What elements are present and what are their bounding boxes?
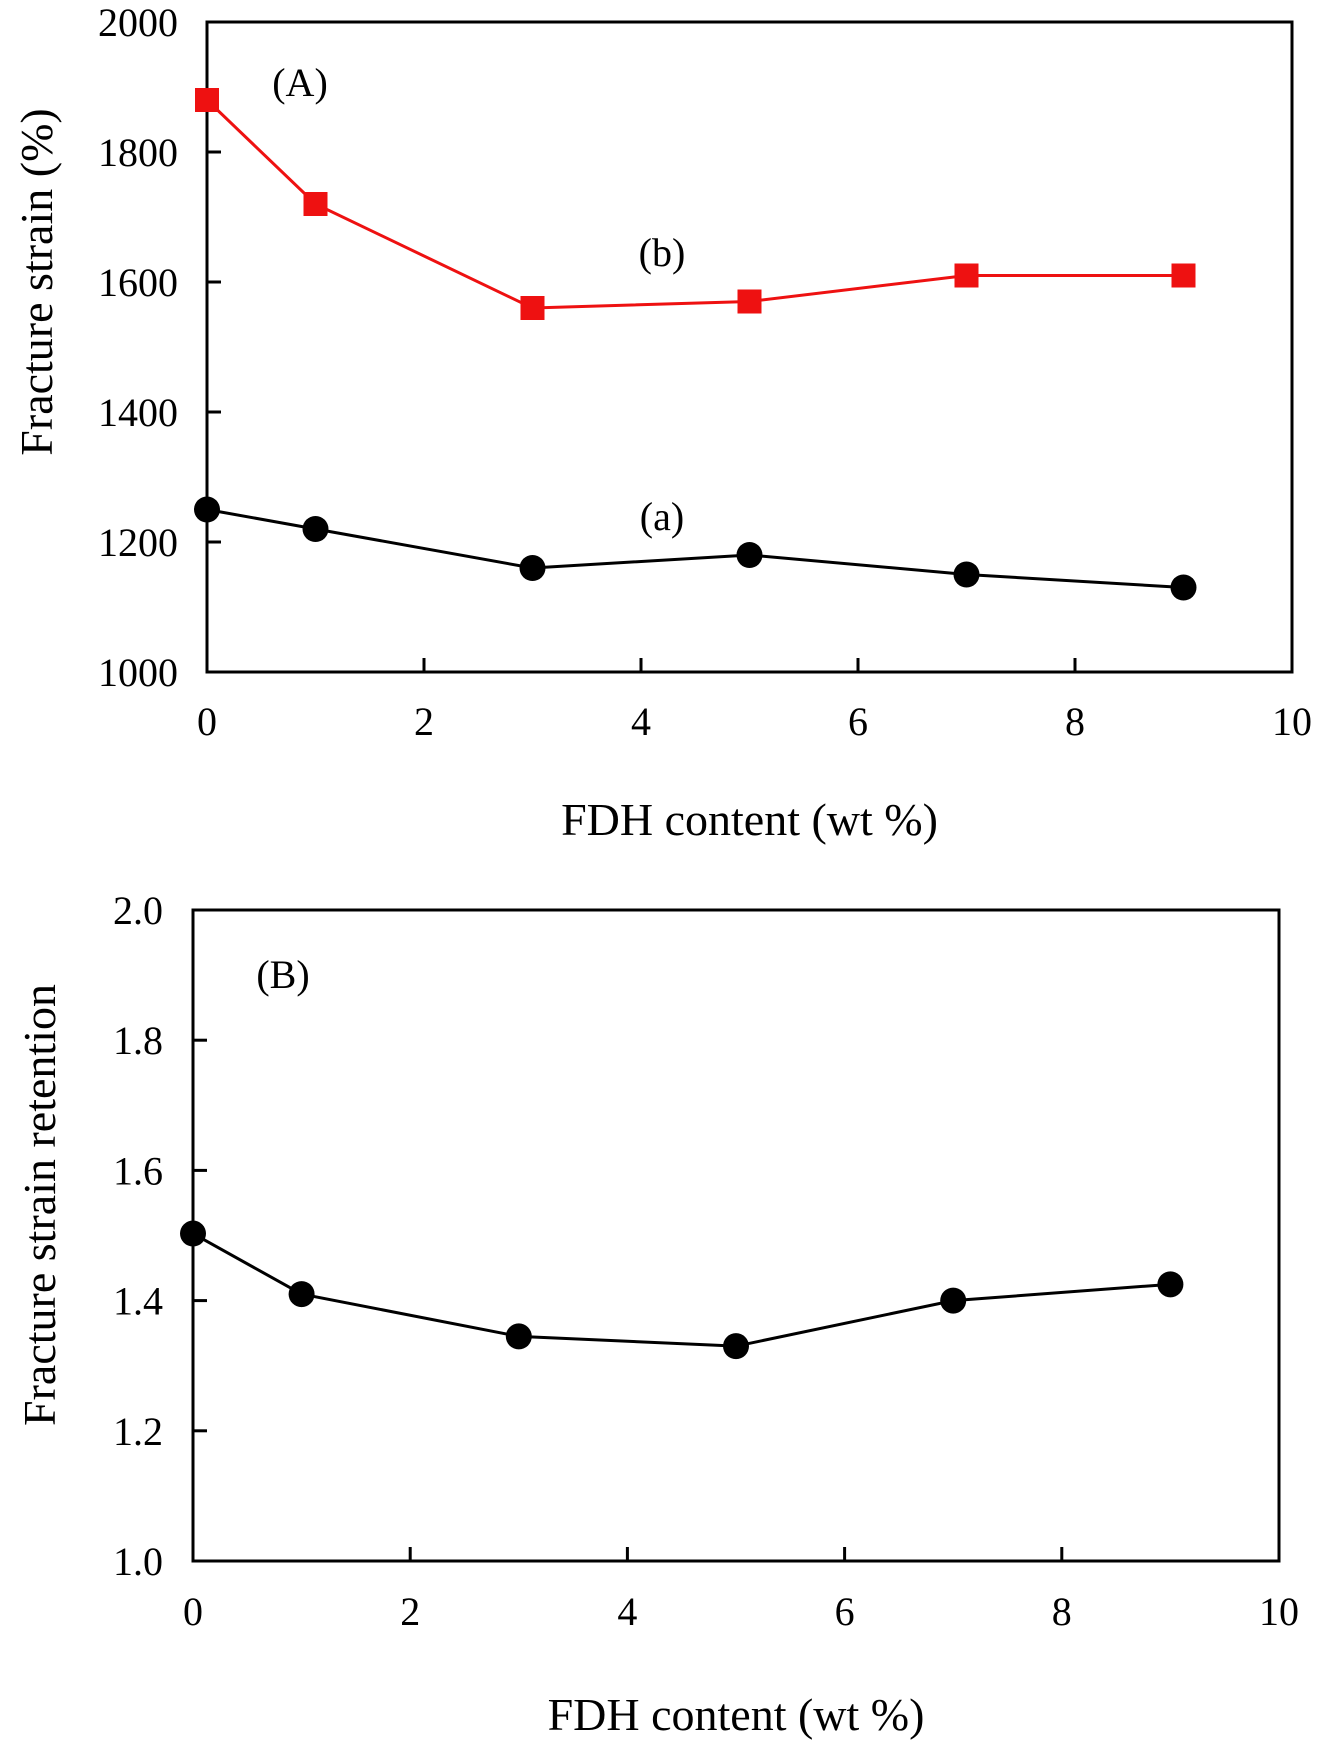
- series-label: (a): [640, 494, 684, 539]
- y-tick-label: 1.4: [113, 1279, 163, 1324]
- series-1: [180, 1220, 1184, 1360]
- chart-panel-b: 0 2 4 6 8 10 1.0 1.2 1.4 1.6 1.8 2.0 FDH content (wt…: [14, 888, 1299, 1740]
- y-tick-label: 1.2: [113, 1409, 163, 1454]
- data-point-square: [954, 263, 979, 288]
- series-line: [206, 508, 1184, 589]
- data-point-circle: [194, 496, 220, 523]
- x-tick-label: 8: [1065, 699, 1085, 744]
- x-tick-label: 8: [1052, 1589, 1072, 1634]
- x-tick-label: 4: [631, 699, 651, 744]
- y-tick-label: 2000: [98, 0, 178, 45]
- x-tick-label: 0: [183, 1589, 203, 1634]
- plot-frame: [205, 20, 1294, 674]
- series-line: [192, 1232, 1171, 1348]
- x-axis-title: FDH content (wt %): [561, 794, 938, 845]
- data-point-square: [195, 88, 219, 112]
- plot-frame: [191, 908, 1281, 1563]
- data-point-square: [737, 289, 762, 314]
- y-axis-title: Fracture strain retention: [14, 984, 65, 1426]
- data-point-circle: [940, 1287, 967, 1314]
- series-label: (b): [639, 230, 686, 275]
- data-point-circle: [505, 1323, 532, 1350]
- chart-panel-a: 0 2 4 6 8 10 1000 1200 1400 1600 1800 2000 FDH conte…: [11, 0, 1312, 845]
- data-point-square: [520, 296, 545, 320]
- x-tick-label: 6: [848, 699, 868, 744]
- data-point-circle: [302, 516, 329, 542]
- data-point-square: [303, 192, 328, 216]
- x-tick-label: 10: [1259, 1589, 1299, 1634]
- data-point-circle: [723, 1333, 749, 1360]
- panel-label: (A): [272, 60, 328, 105]
- series-a: (a): [194, 494, 1197, 601]
- data-point-circle: [953, 561, 980, 588]
- x-tick-label: 10: [1272, 699, 1312, 744]
- x-axis-title: FDH content (wt %): [548, 1689, 925, 1740]
- y-tick-label: 1000: [98, 650, 178, 695]
- y-tick-label: 1600: [98, 260, 178, 305]
- data-point-circle: [1170, 574, 1197, 601]
- data-point-circle: [519, 555, 546, 581]
- panel-label: (B): [256, 952, 309, 997]
- data-point-circle: [1157, 1271, 1184, 1298]
- data-point-circle: [180, 1220, 206, 1247]
- y-axis-title: Fracture strain (%): [11, 108, 62, 455]
- x-tick-label: 6: [835, 1589, 855, 1634]
- x-tick-label: 0: [197, 699, 217, 744]
- series-line: [205, 98, 1184, 310]
- x-tick-label: 2: [414, 699, 434, 744]
- y-tick-label: 1200: [98, 520, 178, 565]
- y-tick-label: 2.0: [113, 888, 163, 933]
- y-tick-label: 1.8: [113, 1018, 163, 1063]
- y-tick-label: 1.6: [113, 1148, 163, 1193]
- data-point-circle: [288, 1281, 315, 1308]
- y-tick-label: 1.0: [113, 1539, 163, 1584]
- series-b: (b): [195, 88, 1196, 320]
- y-tick-label: 1400: [98, 390, 178, 435]
- y-tick-label: 1800: [98, 130, 178, 175]
- data-point-square: [1171, 263, 1196, 288]
- data-point-circle: [736, 542, 763, 568]
- x-tick-label: 4: [617, 1589, 637, 1634]
- x-tick-label: 2: [400, 1589, 420, 1634]
